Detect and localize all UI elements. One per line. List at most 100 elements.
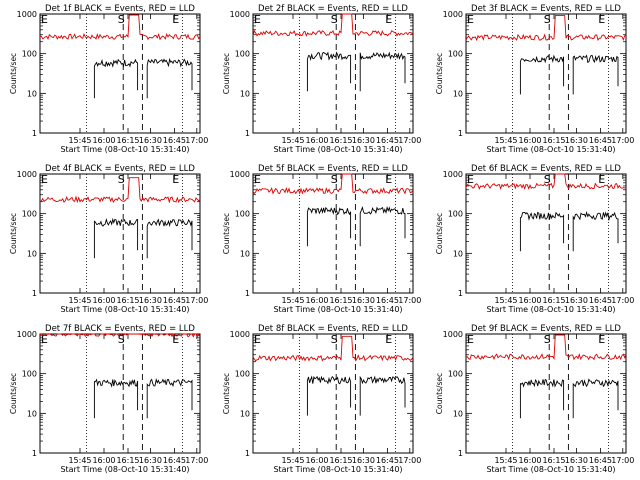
marker-label: S: [118, 13, 125, 26]
plot-frame: [39, 173, 201, 294]
y-tick-label: 1000: [443, 10, 463, 19]
y-tick-label: 10: [453, 409, 463, 418]
marker-label: E: [41, 333, 48, 346]
subplot-title: Det 5f BLACK = Events, RED = LLD: [258, 164, 408, 174]
x-tick-label: 16:45: [589, 296, 612, 305]
marker-label: S: [118, 173, 125, 186]
lld-series-line: [465, 334, 627, 361]
y-tick-label: 100: [448, 50, 463, 59]
y-tick-label: 1000: [443, 170, 463, 179]
x-tick-label: 16:45: [376, 136, 399, 145]
x-axis-label: Start Time (08-Oct-10 15:31:40): [273, 305, 402, 314]
y-tick-label: 10: [453, 89, 463, 98]
x-tick-label: 16:30: [565, 456, 588, 465]
y-tick-label: 1: [32, 129, 37, 138]
x-tick-label: 16:00: [92, 136, 115, 145]
y-tick-label: 100: [235, 50, 250, 59]
subplot-title: Det 9f BLACK = Events, RED = LLD: [471, 324, 621, 334]
x-tick-label: 16:30: [565, 136, 588, 145]
events-series-line: [93, 217, 139, 259]
x-axis-label: Start Time (08-Oct-10 15:31:40): [486, 465, 615, 474]
marker-label: E: [467, 333, 474, 346]
x-tick-label: 16:00: [305, 136, 328, 145]
y-tick-label: 1000: [230, 330, 250, 339]
x-tick-label: 16:30: [565, 296, 588, 305]
y-axis-label: Counts/sec: [9, 53, 18, 94]
y-tick-label: 1: [458, 129, 463, 138]
plot-frame: [252, 13, 414, 134]
subplot-1: Det 1f BLACK = Events, RED = LLD 1 10 100 10…: [9, 4, 208, 154]
x-tick-label: 15:45: [281, 136, 304, 145]
x-tick-label: 16:00: [518, 136, 541, 145]
plot-frame: [465, 333, 627, 454]
x-axis-label: Start Time (08-Oct-10 15:31:40): [486, 305, 615, 314]
y-tick-label: 100: [448, 210, 463, 219]
y-tick-label: 10: [240, 89, 250, 98]
x-tick-label: 15:45: [68, 296, 91, 305]
plot-frame: [465, 173, 627, 294]
marker-label: E: [467, 13, 474, 26]
marker-label: S: [331, 13, 338, 26]
x-tick-label: 16:00: [305, 456, 328, 465]
marker-label: E: [598, 173, 605, 186]
x-tick-label: 16:30: [352, 136, 375, 145]
y-axis-label: Counts/sec: [435, 213, 444, 254]
x-tick-label: 17:00: [398, 456, 421, 465]
x-tick-label: 16:00: [518, 456, 541, 465]
x-axis-label: Start Time (08-Oct-10 15:31:40): [273, 145, 402, 154]
plot-frame: [252, 173, 414, 294]
y-tick-label: 100: [22, 50, 37, 59]
events-series-line: [572, 211, 619, 252]
y-axis-label: Counts/sec: [222, 53, 231, 94]
events-series-line: [572, 378, 619, 419]
x-tick-label: 17:00: [185, 296, 208, 305]
subplot-3: Det 3f BLACK = Events, RED = LLD 1 10 100 10…: [435, 4, 634, 154]
marker-label: E: [254, 173, 261, 186]
marker-label: E: [385, 333, 392, 346]
events-series-line: [306, 375, 352, 416]
y-tick-label: 1: [245, 129, 250, 138]
y-tick-label: 1000: [443, 330, 463, 339]
lld-series-line: [39, 14, 201, 41]
subplot-title: Det 4f BLACK = Events, RED = LLD: [45, 164, 195, 174]
events-series-line: [306, 51, 352, 92]
plot-frame: [39, 13, 201, 134]
x-tick-label: 16:45: [376, 296, 399, 305]
events-series-line: [93, 58, 139, 99]
x-tick-label: 17:00: [611, 456, 634, 465]
marker-label: E: [598, 333, 605, 346]
x-tick-label: 16:45: [163, 456, 186, 465]
y-axis-label: Counts/sec: [222, 373, 231, 414]
x-tick-label: 16:15: [116, 296, 139, 305]
x-tick-label: 16:45: [589, 456, 612, 465]
x-tick-label: 15:45: [494, 456, 517, 465]
marker-label: S: [544, 173, 551, 186]
x-tick-label: 16:15: [116, 456, 139, 465]
y-tick-label: 1: [458, 289, 463, 298]
events-series-line: [359, 205, 406, 247]
y-tick-label: 1000: [230, 170, 250, 179]
lld-series-line: [39, 177, 201, 204]
events-series-line: [93, 378, 139, 419]
y-tick-label: 100: [22, 210, 37, 219]
x-tick-label: 16:30: [139, 456, 162, 465]
x-axis-label: Start Time (08-Oct-10 15:31:40): [60, 145, 189, 154]
y-axis-label: Counts/sec: [435, 373, 444, 414]
x-tick-label: 16:15: [329, 136, 352, 145]
x-tick-label: 16:30: [352, 456, 375, 465]
events-series-line: [306, 206, 352, 247]
x-tick-label: 15:45: [68, 136, 91, 145]
marker-label: S: [544, 13, 551, 26]
x-tick-label: 17:00: [185, 456, 208, 465]
x-tick-label: 15:45: [281, 456, 304, 465]
x-tick-label: 17:00: [611, 296, 634, 305]
y-axis-label: Counts/sec: [9, 373, 18, 414]
x-tick-label: 16:00: [305, 296, 328, 305]
x-tick-label: 17:00: [611, 136, 634, 145]
y-axis-label: Counts/sec: [9, 213, 18, 254]
x-tick-label: 16:15: [542, 456, 565, 465]
x-axis-label: Start Time (08-Oct-10 15:31:40): [273, 465, 402, 474]
y-tick-label: 10: [240, 409, 250, 418]
events-series-line: [146, 57, 193, 99]
y-tick-label: 10: [27, 409, 37, 418]
